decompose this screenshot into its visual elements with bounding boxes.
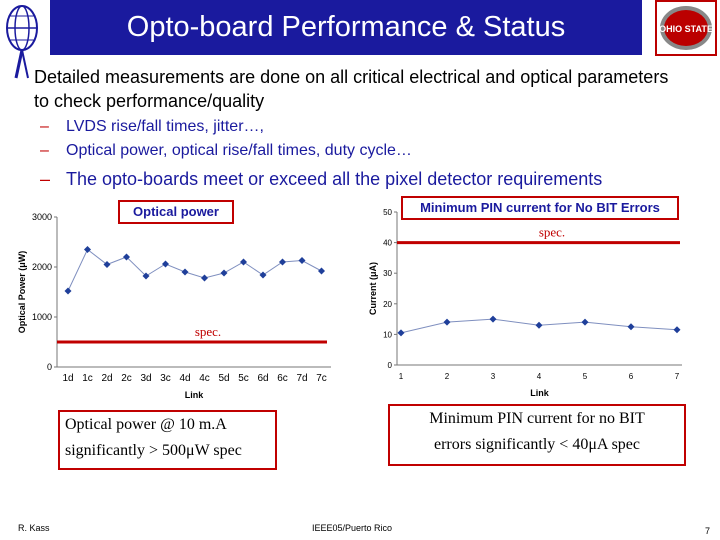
left-x-tick-label: 3d [140, 373, 151, 384]
left-data-point [64, 287, 72, 295]
sub-bullet-2: – Optical power, optical rise/fall times,… [40, 142, 412, 160]
sub-bullet-1: – LVDS rise/fall times, jitter…, [40, 118, 264, 136]
right-x-tick-label: 3 [491, 372, 496, 381]
left-x-tick-label: 4c [199, 373, 210, 384]
footer-venue: IEEE05/Puerto Rico [312, 523, 393, 533]
left-x-tick-label: 7c [316, 373, 327, 384]
left-data-point [84, 246, 91, 253]
right-caption-line2: errors significantly < 40μA spec [434, 436, 640, 453]
left-data-point [142, 272, 150, 280]
right-x-axis-label: Link [530, 388, 549, 398]
bullet-dash: – [40, 142, 49, 159]
left-caption-line2: significantly > 500μW spec [65, 442, 242, 459]
left-data-point [201, 274, 208, 282]
slide-title: Opto-board Performance & Status [126, 11, 566, 43]
bullet-dash: – [40, 169, 51, 189]
left-data-point [318, 267, 325, 275]
left-x-tick-label: 1c [82, 373, 93, 384]
left-caption: Optical power @ 10 m.A significantly > 5… [58, 410, 277, 470]
right-x-tick-label: 2 [445, 372, 450, 381]
right-x-tick-label: 7 [675, 372, 680, 381]
right-y-tick-label: 30 [383, 269, 392, 278]
left-x-tick-label: 3c [160, 373, 171, 384]
right-data-point [397, 329, 405, 337]
bullet-dash: – [40, 118, 49, 135]
footer-author: R. Kass [18, 523, 50, 533]
left-data-point [123, 253, 130, 261]
left-x-axis-label: Link [185, 390, 204, 400]
right-data-point [627, 323, 635, 331]
right-data-point [581, 318, 589, 326]
left-x-tick-label: 2d [101, 373, 112, 384]
right-y-tick-label: 0 [388, 361, 393, 370]
right-chart-title: Minimum PIN current for No BIT Errors [401, 196, 679, 220]
atlas-logo-icon [6, 5, 38, 79]
left-x-tick-label: 6d [257, 373, 268, 384]
left-y-tick-label: 0 [47, 362, 52, 372]
right-y-tick-label: 20 [383, 300, 392, 309]
right-spec-label: spec. [539, 225, 565, 240]
right-y-tick-label: 10 [383, 330, 392, 339]
left-y-tick-label: 3000 [32, 212, 52, 222]
left-x-tick-label: 5d [218, 373, 229, 384]
left-spec-label: spec. [195, 324, 221, 339]
left-caption-line1: Optical power @ 10 m.A [65, 416, 227, 433]
left-data-point [181, 268, 189, 276]
ohio-state-logo: OHIO STATE [655, 0, 717, 56]
left-x-tick-label: 1d [62, 373, 73, 384]
left-data-point [298, 257, 306, 264]
right-x-tick-label: 4 [537, 372, 542, 381]
left-y-axis-label: Optical Power (μW) [17, 251, 27, 334]
right-caption-line1: Minimum PIN current for no BIT [429, 410, 645, 427]
right-y-tick-label: 40 [383, 239, 392, 248]
left-data-point [162, 260, 169, 268]
right-data-point [489, 315, 497, 323]
right-data-point [673, 326, 681, 334]
left-y-tick-label: 2000 [32, 262, 52, 272]
title-bar: Opto-board Performance & Status [50, 0, 642, 55]
right-y-tick-label: 50 [383, 208, 392, 217]
sub-bullet-3: – The opto-boards meet or exceed all the … [40, 169, 602, 190]
left-data-point [240, 258, 247, 266]
left-x-tick-label: 6c [277, 373, 288, 384]
left-data-point [279, 258, 286, 266]
sub-bullet-2-text: Optical power, optical rise/fall times, … [66, 142, 412, 159]
left-y-tick-label: 1000 [32, 312, 52, 322]
right-x-tick-label: 5 [583, 372, 588, 381]
footer-page-number: 7 [705, 526, 711, 536]
left-data-point [103, 261, 111, 268]
sub-bullet-1-text: LVDS rise/fall times, jitter…, [66, 118, 264, 135]
left-x-tick-label: 2c [121, 373, 132, 384]
left-x-tick-label: 4d [179, 373, 190, 384]
left-x-tick-label: 5c [238, 373, 249, 384]
right-x-tick-label: 6 [629, 372, 634, 381]
left-data-point [259, 271, 267, 279]
sub-bullet-3-text: The opto-boards meet or exceed all the p… [66, 169, 603, 189]
ohio-state-logo-text: OHIO STATE [659, 24, 713, 34]
right-y-axis-label: Current (μA) [368, 262, 378, 315]
left-chart-title: Optical power [118, 200, 234, 224]
right-caption: Minimum PIN current for no BIT errors si… [388, 404, 686, 466]
main-bullet: Detailed measurements are done on all cr… [34, 67, 669, 111]
left-data-point [220, 269, 228, 277]
right-x-tick-label: 1 [399, 372, 404, 381]
left-x-tick-label: 7d [296, 373, 307, 384]
right-data-point [535, 321, 543, 329]
left-series-line [67, 248, 322, 292]
right-data-point [443, 318, 451, 326]
